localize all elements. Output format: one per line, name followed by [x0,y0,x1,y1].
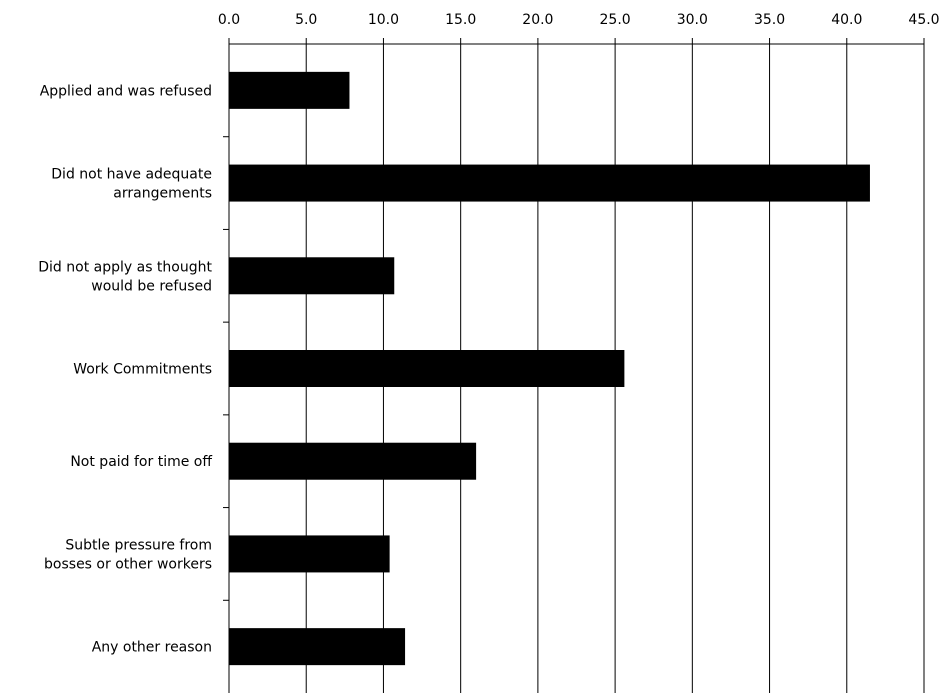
category-label: Any other reason [92,640,212,656]
category-label-line: Subtle pressure from [65,537,212,553]
x-tick-label: 35.0 [754,12,785,28]
category-label: Applied and was refused [40,83,212,99]
category-label-line: Any other reason [92,640,212,656]
bar [229,164,870,202]
x-tick-label: 0.0 [218,12,240,28]
bar [229,71,350,109]
category-label-line: Applied and was refused [40,83,212,99]
category-label: Work Commitments [73,362,212,378]
x-tick-label: 30.0 [677,12,708,28]
category-label-line: would be refused [91,278,212,294]
bar [229,442,477,480]
category-labels: Applied and was refused Did not have adeq… [38,83,212,655]
x-tick-label: 40.0 [831,12,862,28]
x-tick-label: 5.0 [295,12,317,28]
category-label-line: bosses or other workers [44,556,212,572]
axes [223,38,925,693]
category-label-line: arrangements [113,186,212,202]
bar [229,628,406,666]
x-tick-label: 45.0 [908,12,939,28]
category-label-line: Not paid for time off [70,454,212,470]
category-label: Not paid for time off [70,454,212,470]
category-label: Did not apply as thought would be refused [38,259,212,294]
bar [229,257,395,295]
x-tick-label: 15.0 [445,12,476,28]
bars [229,71,870,666]
x-tick-label: 20.0 [522,12,553,28]
bar [229,350,625,387]
category-label-line: Did not apply as thought [38,259,212,275]
category-label: Did not have adequate arrangements [51,167,212,202]
x-tick-label: 25.0 [600,12,631,28]
category-label-line: Work Commitments [73,362,212,378]
x-tick-label: 10.0 [368,12,399,28]
bar [229,535,390,573]
x-tick-labels: 0.0 5.0 10.0 15.0 20.0 25.0 30.0 35.0 40.0 45.0 [218,12,940,28]
category-label: Subtle pressure from bosses or other work… [44,537,212,572]
category-label-line: Did not have adequate [51,167,212,183]
